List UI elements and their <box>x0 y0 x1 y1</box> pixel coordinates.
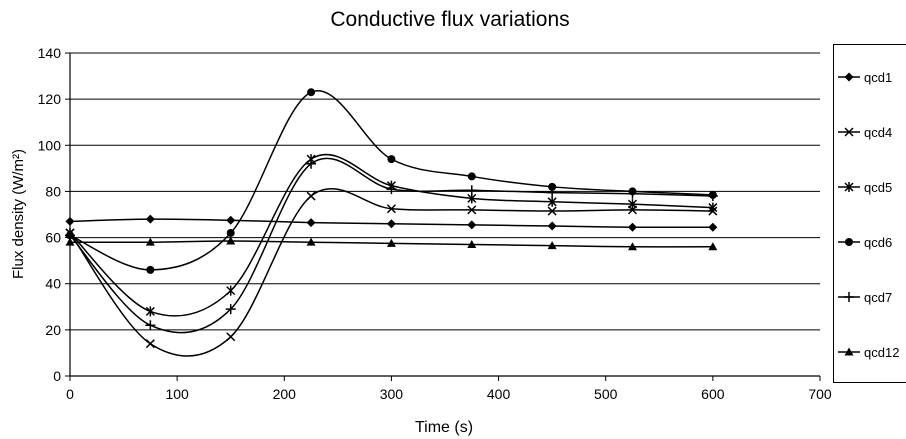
y-tick-label: 80 <box>45 183 61 199</box>
x-tick-label: 200 <box>273 386 297 402</box>
data-point-qcd1 <box>226 215 236 225</box>
data-point-qcd12 <box>306 237 316 246</box>
y-tick-label: 120 <box>38 91 62 107</box>
legend-marker-qcd5 <box>844 182 854 192</box>
x-axis-label: Time (s) <box>415 419 473 436</box>
legend-item-qcd1: qcd1 <box>834 67 892 87</box>
data-point-qcd1 <box>547 221 557 231</box>
data-point-qcd1 <box>386 219 396 229</box>
x-tick-label: 300 <box>380 386 404 402</box>
legend-swatch-qcd1 <box>838 72 860 82</box>
data-point-qcd1 <box>708 222 718 232</box>
data-point-qcd5 <box>627 199 638 210</box>
data-point-qcd1 <box>65 216 75 226</box>
legend-label: qcd12 <box>864 344 900 360</box>
x-tick-label: 400 <box>487 386 511 402</box>
data-point-qcd5 <box>145 306 155 317</box>
x-tick-label: 600 <box>701 386 725 402</box>
legend-marker-qcd4 <box>844 127 854 137</box>
y-tick-label: 60 <box>45 230 61 246</box>
data-point-qcd6 <box>467 172 476 181</box>
y-tick-label: 100 <box>38 137 62 153</box>
data-point-qcd1 <box>145 214 155 224</box>
legend-item-qcd12: qcd12 <box>834 342 899 362</box>
data-point-qcd5 <box>547 196 557 207</box>
series-line-qcd7 <box>69 157 713 334</box>
x-tick-label: 0 <box>66 386 74 402</box>
series-line-qcd5 <box>69 153 713 317</box>
y-tick-label: 140 <box>38 45 62 61</box>
legend-item-qcd5: qcd5 <box>834 177 892 197</box>
data-point-qcd12 <box>547 241 557 250</box>
legend-marker-qcd12 <box>844 347 854 356</box>
legend-label: qcd4 <box>864 124 893 140</box>
data-point-qcd5 <box>226 285 236 296</box>
y-tick-label: 40 <box>45 276 61 292</box>
legend-label: qcd6 <box>864 234 893 250</box>
legend-item-qcd7: qcd7 <box>834 287 892 307</box>
legend-label: qcd7 <box>864 289 893 305</box>
legend-label: qcd1 <box>864 69 893 85</box>
data-point-qcd1 <box>628 222 637 232</box>
data-point-qcd1 <box>306 218 316 228</box>
data-point-qcd12 <box>467 239 477 248</box>
x-tick-label: 700 <box>808 386 832 402</box>
legend-swatch-qcd6 <box>838 238 860 246</box>
data-point-qcd4 <box>306 191 316 201</box>
legend-swatch-qcd4 <box>838 127 860 137</box>
data-point-qcd7 <box>386 184 397 195</box>
data-point-qcd5 <box>708 202 718 213</box>
legend-item-qcd4: qcd4 <box>834 122 892 142</box>
series-markers <box>65 88 718 349</box>
data-point-qcd4 <box>145 339 155 349</box>
data-point-qcd7 <box>466 185 477 196</box>
legend-marker-qcd7 <box>844 292 854 302</box>
data-point-qcd6 <box>548 182 557 191</box>
tick-labels: 0 20 40 60 80 100 120 140 0 100 200 300 400 500 600 700 <box>38 45 832 402</box>
data-point-qcd4 <box>547 206 557 216</box>
series-line-qcd4 <box>69 187 713 357</box>
legend-item-qcd6: qcd6 <box>834 232 892 252</box>
data-point-qcd12 <box>145 237 155 246</box>
y-tick-label: 0 <box>53 368 61 384</box>
data-point-qcd4 <box>226 332 236 342</box>
data-point-qcd12 <box>65 237 75 246</box>
data-point-qcd6 <box>307 88 316 97</box>
y-tick-label: 20 <box>45 322 61 338</box>
data-point-qcd6 <box>226 228 235 237</box>
legend-swatch-qcd12 <box>838 347 860 356</box>
data-point-qcd7 <box>306 158 317 169</box>
legend-marker-qcd1 <box>844 72 854 82</box>
legend-label: qcd5 <box>864 179 893 195</box>
series-line-qcd6 <box>69 89 713 271</box>
chart-title: Conductive flux variations <box>330 8 570 31</box>
legend-swatch-qcd5 <box>838 182 860 192</box>
data-point-qcd7 <box>225 304 236 315</box>
x-tick-label: 500 <box>594 386 618 402</box>
legend-marker-qcd6 <box>845 238 853 246</box>
data-point-qcd4 <box>386 204 396 214</box>
y-axis-label: Flux density (W/m²) <box>10 149 27 279</box>
data-point-qcd12 <box>386 238 396 247</box>
data-point-qcd12 <box>708 242 718 251</box>
x-tick-label: 100 <box>165 386 189 402</box>
data-point-qcd12 <box>226 236 236 245</box>
data-point-qcd7 <box>707 191 718 202</box>
legend: qcd1 qcd4 qcd5 qcd6 qcd7 qcd12 <box>833 44 906 383</box>
data-point-qcd7 <box>547 187 558 198</box>
data-point-qcd12 <box>628 242 637 251</box>
legend-swatch-qcd7 <box>838 292 860 302</box>
data-point-qcd4 <box>467 205 477 215</box>
data-point-qcd6 <box>146 265 155 274</box>
data-point-qcd7 <box>145 320 156 331</box>
data-point-qcd7 <box>627 188 638 199</box>
data-point-qcd6 <box>387 155 396 164</box>
data-point-qcd1 <box>467 220 477 230</box>
